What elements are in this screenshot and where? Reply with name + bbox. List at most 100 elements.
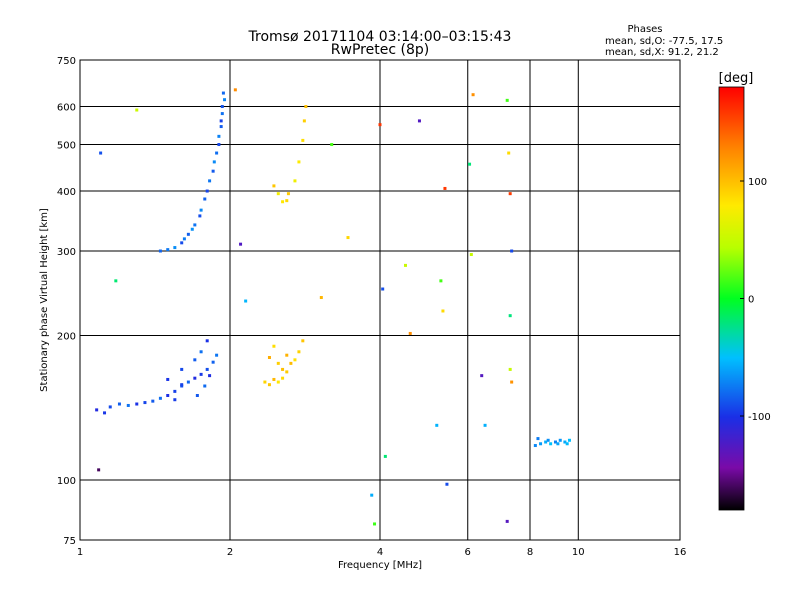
data-point — [220, 105, 224, 109]
data-point — [166, 377, 170, 381]
data-point — [539, 442, 543, 446]
data-point — [346, 236, 350, 240]
data-point — [180, 367, 184, 371]
data-point — [381, 287, 385, 291]
data-point — [217, 134, 221, 138]
data-point — [533, 444, 537, 448]
data-point — [272, 184, 276, 188]
chart-title: Tromsø 20171104 03:14:00–03:15:43 — [248, 29, 512, 45]
data-point — [285, 353, 289, 357]
data-point — [97, 468, 101, 472]
data-point — [215, 353, 219, 357]
data-point — [443, 186, 447, 190]
y-axis-ticks: 75 100 200 300 400 500 600 750 — [57, 56, 76, 547]
data-point — [508, 314, 512, 318]
x-axis-ticks: 1 2 4 6 8 10 16 — [77, 547, 687, 558]
data-point — [505, 98, 509, 102]
y-tick-label: 600 — [57, 103, 76, 114]
grid-lines — [80, 60, 680, 540]
y-tick-label: 200 — [57, 332, 76, 343]
data-point — [556, 442, 560, 446]
data-point — [536, 437, 540, 441]
data-point — [182, 237, 186, 241]
data-point — [186, 232, 190, 236]
chart-subtitle: RwPretec (8p) — [331, 42, 429, 58]
y-tick-label: 400 — [57, 187, 76, 198]
data-point — [293, 179, 297, 183]
data-point — [468, 162, 472, 166]
x-tick-label: 4 — [377, 547, 383, 558]
data-point — [330, 143, 334, 147]
data-point — [215, 151, 219, 155]
data-point — [510, 380, 514, 384]
colorbar-ticks: 100 0 -100 — [740, 177, 771, 423]
data-point — [471, 93, 475, 97]
data-point — [211, 360, 215, 364]
colorbar-tick-label: 0 — [748, 295, 754, 306]
data-point — [558, 438, 562, 442]
data-point — [263, 380, 267, 384]
data-point — [173, 246, 177, 250]
data-point — [205, 339, 209, 343]
data-point — [281, 200, 285, 204]
data-point — [301, 339, 305, 343]
y-tick-label: 300 — [57, 247, 76, 258]
data-point — [565, 442, 569, 446]
data-point — [563, 440, 567, 444]
x-tick-label: 2 — [227, 547, 233, 558]
data-point — [173, 389, 177, 393]
data-point — [203, 197, 207, 201]
stats-line-o: mean, sd,O: -77.5, 17.5 — [605, 36, 723, 47]
data-point — [297, 350, 301, 354]
colorbar — [718, 86, 745, 511]
y-tick-label: 500 — [57, 141, 76, 152]
data-point — [383, 454, 387, 458]
data-point — [276, 380, 280, 384]
data-point — [373, 522, 377, 526]
data-point — [370, 493, 374, 497]
data-point — [135, 108, 139, 112]
data-point — [103, 411, 107, 415]
data-point — [180, 383, 184, 387]
data-point — [293, 358, 297, 362]
data-point — [319, 296, 323, 300]
data-point — [567, 438, 571, 442]
data-point — [193, 358, 197, 362]
data-point — [126, 403, 130, 407]
data-point — [304, 105, 308, 109]
x-tick-label: 10 — [572, 547, 585, 558]
data-points — [95, 88, 571, 526]
data-point — [378, 123, 382, 127]
x-tick-label: 16 — [674, 547, 687, 558]
data-point — [510, 249, 514, 253]
data-point — [221, 91, 225, 95]
data-point — [199, 350, 203, 354]
data-point — [211, 169, 215, 173]
data-point — [99, 151, 103, 155]
x-tick-label: 8 — [527, 547, 533, 558]
data-point — [469, 253, 473, 257]
data-point — [166, 248, 170, 252]
data-point — [198, 214, 202, 218]
data-point — [544, 440, 548, 444]
data-point — [199, 208, 203, 212]
data-point — [439, 279, 443, 283]
data-point — [117, 402, 121, 406]
y-tick-label: 750 — [57, 56, 76, 67]
y-tick-label: 100 — [57, 476, 76, 487]
data-point — [508, 192, 512, 196]
data-point — [143, 401, 147, 405]
data-point — [193, 376, 197, 380]
data-point — [239, 242, 243, 246]
data-point — [276, 361, 280, 365]
data-point — [212, 160, 216, 164]
stats-line-x: mean, sd,X: 91.2, 21.2 — [605, 47, 719, 58]
data-point — [173, 398, 177, 402]
data-point — [286, 192, 290, 196]
data-point — [435, 423, 439, 427]
data-point — [417, 119, 421, 123]
data-point — [267, 383, 271, 387]
data-point — [441, 309, 445, 313]
data-point — [267, 355, 271, 359]
data-point — [289, 361, 293, 365]
